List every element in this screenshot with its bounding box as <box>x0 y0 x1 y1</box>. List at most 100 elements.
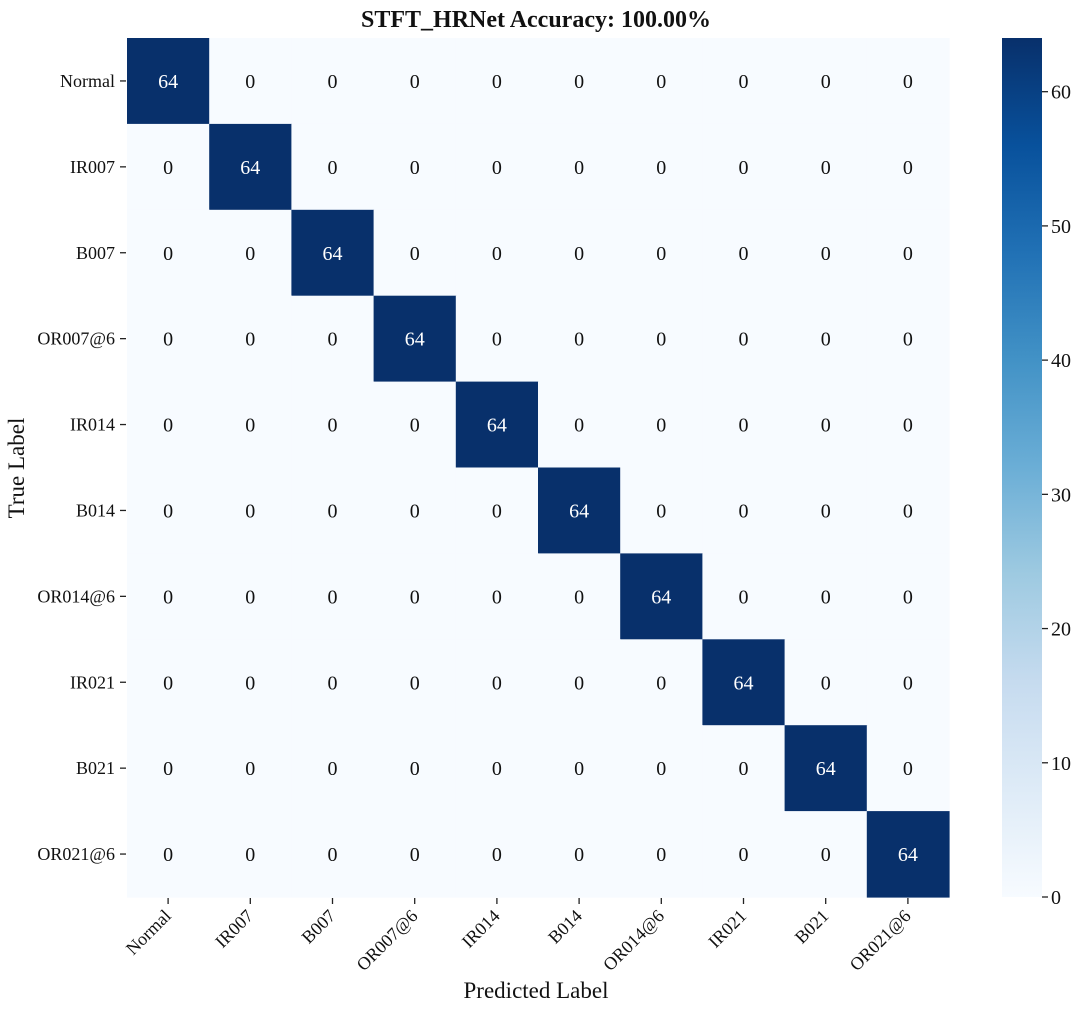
cell-value: 0 <box>656 844 666 866</box>
heatmap-cell <box>209 123 292 211</box>
heatmap-cell <box>209 639 292 726</box>
heatmap-cell <box>620 38 703 125</box>
heatmap-cell <box>373 467 457 554</box>
cell-value: 0 <box>739 415 749 437</box>
heatmap-cell <box>373 811 457 898</box>
x-tick-label: OR014@6 <box>599 906 668 975</box>
heatmap-cell <box>538 467 621 554</box>
heatmap-cell <box>291 295 375 383</box>
heatmap-cell <box>784 123 868 211</box>
x-tick-label: IR014 <box>458 906 504 952</box>
cell-value: 0 <box>492 71 502 93</box>
cell-value: 0 <box>656 71 666 93</box>
colorbar-ticks: 0 10 20 30 40 50 60 <box>1042 82 1071 909</box>
x-tick-label: B007 <box>298 906 340 948</box>
cell-value: 0 <box>574 71 584 93</box>
cell-value: 64 <box>898 844 918 866</box>
heatmap-cell <box>702 553 786 640</box>
y-tick-label: IR014 <box>70 415 115 435</box>
colorbar <box>1002 38 1042 897</box>
heatmap-cell <box>866 725 950 812</box>
cell-value: 0 <box>739 243 749 265</box>
cell-value: 0 <box>821 157 831 179</box>
heatmap-cell <box>455 553 539 640</box>
cell-value: 0 <box>656 672 666 694</box>
x-tick-label: Normal <box>122 906 175 959</box>
colorbar-tick-label: 30 <box>1051 484 1071 506</box>
cell-value: 0 <box>410 844 420 866</box>
cell-value: 0 <box>903 758 913 780</box>
heatmap-cell <box>373 639 457 726</box>
y-tick-label: B021 <box>76 758 115 778</box>
cell-value: 0 <box>739 758 749 780</box>
y-tick-label: OR014@6 <box>37 586 115 606</box>
heatmap-cell <box>702 209 786 297</box>
x-tick-label: B014 <box>544 906 586 948</box>
heatmap-cell <box>209 381 292 469</box>
cell-value: 0 <box>821 243 831 265</box>
heatmap-cell <box>209 295 292 383</box>
cell-value: 0 <box>328 758 338 780</box>
cell-value: 0 <box>574 672 584 694</box>
cell-value: 64 <box>651 586 671 608</box>
heatmap-cell <box>866 639 950 726</box>
cell-value: 0 <box>492 672 502 694</box>
cell-value: 64 <box>569 500 589 522</box>
cell-value: 0 <box>574 329 584 351</box>
cell-value: 0 <box>245 672 255 694</box>
cell-value: 0 <box>903 415 913 437</box>
heatmap-cell <box>127 811 210 898</box>
cell-value: 0 <box>328 672 338 694</box>
heatmap-cell <box>291 553 375 640</box>
y-tick-label: IR021 <box>70 672 115 692</box>
heatmap-cell <box>702 123 786 211</box>
heatmap-cell <box>291 467 375 554</box>
y-tick-label: OR021@6 <box>37 844 115 864</box>
heatmap-cell <box>620 725 703 812</box>
heatmap-cell <box>373 553 457 640</box>
heatmap-cell <box>866 811 950 898</box>
cell-value: 0 <box>410 415 420 437</box>
heatmap-cell <box>209 38 292 125</box>
heatmap-cell <box>455 811 539 898</box>
heatmap-cell <box>455 381 539 469</box>
heatmap-cell <box>291 123 375 211</box>
heatmap-cell <box>373 295 457 383</box>
cell-value: 0 <box>656 157 666 179</box>
cell-value: 0 <box>492 500 502 522</box>
cell-value: 0 <box>739 71 749 93</box>
heatmap-cell <box>538 38 621 125</box>
cell-value: 0 <box>739 157 749 179</box>
x-tick-label: B021 <box>791 906 833 948</box>
y-tick-label: IR007 <box>70 157 115 177</box>
heatmap-cell-values: 64 0 0 0 0 0 0 0 0 0 0 64 0 0 0 0 0 0 0 0 0 0 64 0 0 0 0 0 0 0 0 0 0 64 0 0… <box>158 71 918 866</box>
heatmap-cell <box>127 639 210 726</box>
x-tick-label: OR007@6 <box>353 906 422 975</box>
cell-value: 64 <box>405 329 425 351</box>
cell-value: 0 <box>245 758 255 780</box>
cell-value: 0 <box>163 586 173 608</box>
cell-value: 0 <box>492 758 502 780</box>
heatmap-cell <box>127 553 210 640</box>
cell-value: 0 <box>163 844 173 866</box>
heatmap-cell <box>784 295 868 383</box>
cell-value: 0 <box>821 71 831 93</box>
heatmap-cell <box>866 553 950 640</box>
cell-value: 0 <box>163 758 173 780</box>
heatmap-cell <box>702 725 786 812</box>
cell-value: 0 <box>410 500 420 522</box>
y-tick-label: B007 <box>76 243 115 263</box>
heatmap-cell <box>538 295 621 383</box>
heatmap-cell <box>784 381 868 469</box>
heatmap-cell <box>784 38 868 125</box>
heatmap-cell <box>784 553 868 640</box>
heatmap-cell <box>455 725 539 812</box>
heatmap-cell <box>702 811 786 898</box>
x-tick-label: OR021@6 <box>846 906 915 975</box>
cell-value: 0 <box>163 243 173 265</box>
cell-value: 0 <box>821 329 831 351</box>
cell-value: 0 <box>328 500 338 522</box>
heatmap-cell <box>620 553 703 640</box>
heatmap-cell <box>538 811 621 898</box>
y-axis-title: True Label <box>4 418 29 519</box>
